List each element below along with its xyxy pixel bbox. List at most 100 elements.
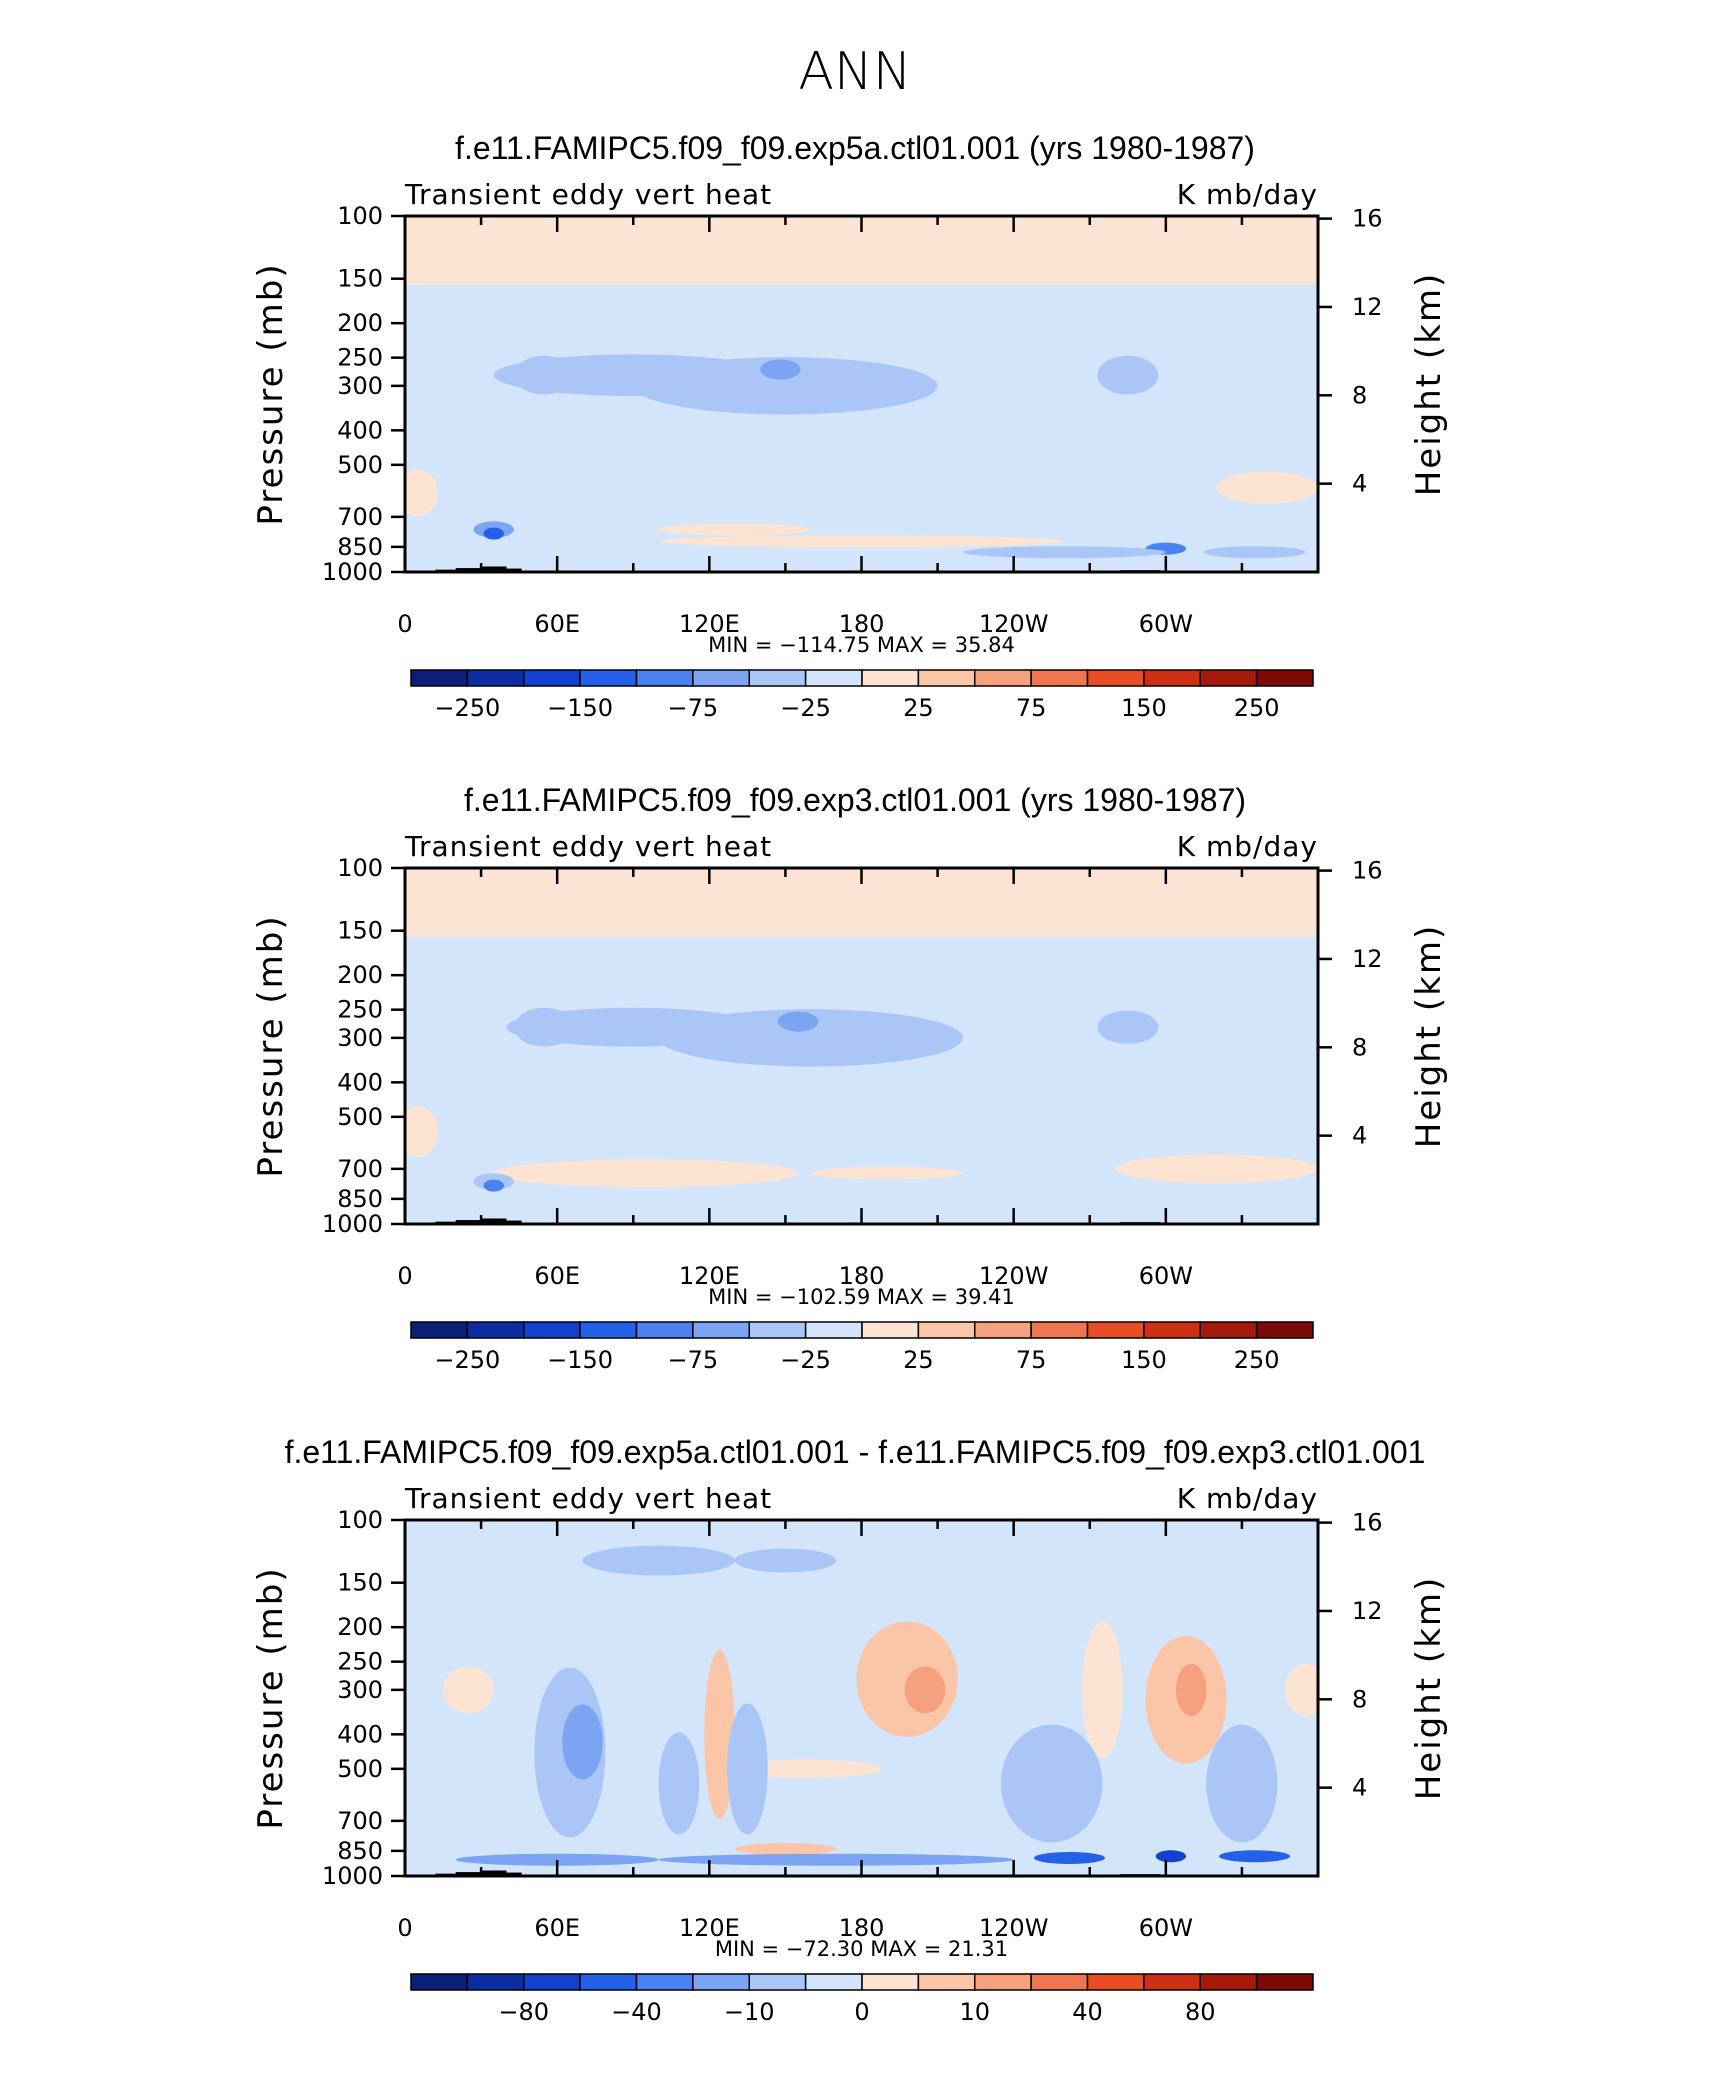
y-tick-label: 150 <box>337 917 383 945</box>
y-tick-label: 1000 <box>322 558 383 586</box>
colorbar-label: −10 <box>724 1998 775 2026</box>
min-max-stats: MIN = −72.30 MAX = 21.31 <box>715 1937 1008 1961</box>
variable-label: Transient eddy vert heat <box>404 1484 772 1515</box>
y-tick-label: 250 <box>337 344 383 372</box>
colorbar-swatch <box>466 669 525 687</box>
colorbar-label: 40 <box>1072 1998 1103 2026</box>
warm-contour <box>405 469 438 517</box>
cool-contour <box>777 1011 819 1032</box>
x-tick-label: 60W <box>1139 610 1193 638</box>
cool-contour <box>1097 355 1159 395</box>
topography <box>455 568 492 572</box>
x-tick-label: 120W <box>979 610 1049 638</box>
height-tick-label: 16 <box>1352 857 1383 885</box>
y-tick-label: 1000 <box>322 1210 383 1238</box>
cool-contour <box>562 1704 603 1780</box>
colorbar-swatch <box>635 669 694 687</box>
height-tick-label: 4 <box>1352 1774 1367 1802</box>
variable-label: Transient eddy vert heat <box>404 832 772 863</box>
y-tick-label: 500 <box>337 451 383 479</box>
height-tick-label: 8 <box>1352 1033 1367 1061</box>
cool-contour <box>633 357 938 415</box>
colorbar-swatch <box>579 1973 638 1991</box>
height-tick-label: 8 <box>1352 1685 1367 1713</box>
colorbar-swatch <box>635 1973 694 1991</box>
colorbar-label: −75 <box>668 694 719 722</box>
cool-contour <box>734 1548 837 1573</box>
warm-contour <box>658 535 1065 548</box>
units-label: K mb/day <box>1177 1484 1318 1515</box>
colorbar-swatch <box>917 1973 976 1991</box>
y-tick-label: 150 <box>337 265 383 293</box>
y-tick-label: 300 <box>337 1024 383 1052</box>
colorbar-swatch <box>1086 1973 1145 1991</box>
height-tick-label: 16 <box>1352 1509 1383 1537</box>
colorbar-swatch <box>1143 1321 1201 1339</box>
cool-contour <box>1219 1850 1291 1863</box>
colorbar-swatch <box>1030 669 1089 687</box>
y-tick-label: 250 <box>337 1648 383 1676</box>
units-label: K mb/day <box>1177 180 1318 211</box>
colorbar-swatch <box>804 1321 863 1339</box>
colorbar-swatch <box>861 669 920 687</box>
x-tick-label: 0 <box>397 1262 412 1290</box>
height-tick-label: 12 <box>1352 293 1383 321</box>
warm-contour <box>734 1843 837 1856</box>
colorbar-label: −25 <box>780 1346 831 1374</box>
colorbar-swatch <box>804 669 863 687</box>
warm-contour <box>1285 1663 1318 1716</box>
colorbar-label: 25 <box>903 1346 934 1374</box>
colorbar-label: −40 <box>611 1998 662 2026</box>
min-max-stats: MIN = −102.59 MAX = 39.41 <box>708 1285 1015 1309</box>
colorbar-label: 250 <box>1234 694 1280 722</box>
height-tick-label: 4 <box>1352 1122 1367 1150</box>
warm-contour <box>658 523 811 536</box>
cool-contour <box>1033 1851 1105 1864</box>
topography <box>476 1872 522 1876</box>
min-max-stats: MIN = −114.75 MAX = 35.84 <box>708 633 1015 657</box>
warm-contour <box>704 1649 735 1820</box>
y-tick-label: 500 <box>337 1103 383 1131</box>
y-tick-label: 850 <box>337 1837 383 1865</box>
colorbar-swatch <box>635 1321 694 1339</box>
colorbar-swatch <box>748 669 807 687</box>
warm-contour <box>810 1166 963 1180</box>
x-tick-label: 0 <box>397 1914 412 1942</box>
colorbar-swatch <box>974 1321 1032 1339</box>
height-axis-title: Height (km) <box>1409 272 1449 497</box>
colorbar-swatch <box>748 1321 807 1339</box>
colorbar-swatch <box>523 1321 581 1339</box>
cool-contour <box>1206 1724 1278 1843</box>
y-axis-title: Pressure (mb) <box>251 1566 291 1829</box>
colorbar-swatch <box>917 1321 976 1339</box>
topography <box>476 1220 522 1224</box>
colorbar-label: −80 <box>498 1998 549 2026</box>
variable-label: Transient eddy vert heat <box>404 180 772 211</box>
colorbar-swatch <box>410 669 469 687</box>
y-tick-label: 200 <box>337 309 383 337</box>
panel-exp3: f.e11.FAMIPC5.f09_f09.exp3.ctl01.001 (yr… <box>0 782 1710 1402</box>
colorbar-swatch <box>692 1973 750 1991</box>
panel-title: f.e11.FAMIPC5.f09_f09.exp3.ctl01.001 (yr… <box>463 782 1247 818</box>
colorbar-swatch <box>523 669 581 687</box>
warm-contour <box>443 1666 494 1714</box>
height-axis-title: Height (km) <box>1409 924 1449 1149</box>
colorbar-swatch <box>692 669 750 687</box>
x-tick-label: 120W <box>979 1914 1049 1942</box>
panel-chart: 0 60E 120E 180 120W 60W1001502002503004005007… <box>251 180 1449 722</box>
colorbar-label: −150 <box>547 694 613 722</box>
y-tick-label: 850 <box>337 1185 383 1213</box>
colorbar-label: 0 <box>854 1998 869 2026</box>
cool-contour <box>1097 1010 1159 1044</box>
colorbar-label: 75 <box>1016 1346 1047 1374</box>
colorbar-swatch <box>1086 669 1145 687</box>
colorbar-swatch <box>804 1973 863 1991</box>
x-tick-label: 60E <box>534 1262 580 1290</box>
warm-contour <box>729 1759 882 1779</box>
colorbar-swatch <box>1199 1973 1258 1991</box>
colorbar-swatch <box>1030 1973 1089 1991</box>
colorbar-swatch <box>748 1973 807 1991</box>
warm-contour <box>405 1106 438 1158</box>
x-tick-label: 120E <box>679 1262 740 1290</box>
y-tick-label: 100 <box>337 854 383 882</box>
